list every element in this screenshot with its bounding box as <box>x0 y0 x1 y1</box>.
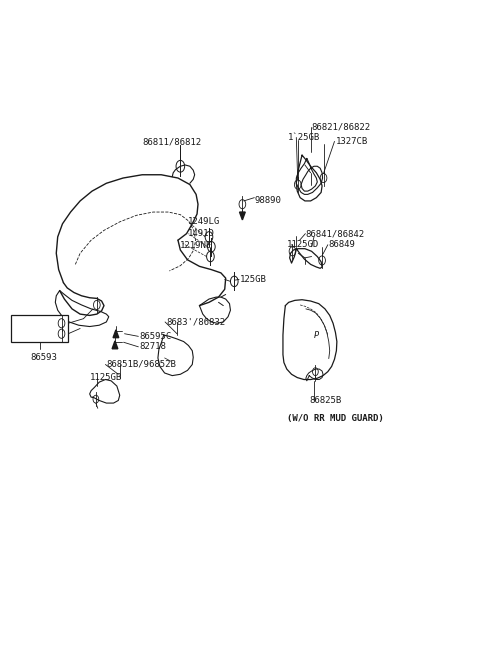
Text: 1491D: 1491D <box>188 229 215 238</box>
Text: 86849: 86849 <box>329 240 356 249</box>
Text: 1219NE: 1219NE <box>180 241 213 250</box>
Text: P: P <box>314 330 319 340</box>
FancyBboxPatch shape <box>11 315 68 342</box>
Text: 86594: 86594 <box>26 321 53 330</box>
Text: 86595C: 86595C <box>140 332 172 341</box>
Polygon shape <box>240 212 245 220</box>
Text: 86851B/96852B: 86851B/96852B <box>107 360 176 369</box>
Text: 82718: 82718 <box>140 342 167 351</box>
Text: (W/O RR MUD GUARD): (W/O RR MUD GUARD) <box>287 415 384 423</box>
Text: 86821/86822: 86821/86822 <box>312 122 371 131</box>
Text: 86811/86812: 86811/86812 <box>142 137 201 147</box>
Text: 86841/86842: 86841/86842 <box>305 229 364 238</box>
Text: 98890: 98890 <box>254 196 281 206</box>
Text: 125GB: 125GB <box>240 275 267 284</box>
Text: 1`25GB: 1`25GB <box>288 133 320 142</box>
Text: 86593: 86593 <box>30 353 57 363</box>
Text: 1125GD: 1125GD <box>287 240 319 249</box>
Text: 1327CB: 1327CB <box>336 137 368 146</box>
Text: 865958: 865958 <box>24 331 57 340</box>
Text: 86825B: 86825B <box>309 396 341 405</box>
Polygon shape <box>113 330 119 338</box>
Polygon shape <box>112 341 118 349</box>
Text: 8683'/86832: 8683'/86832 <box>166 317 225 327</box>
Text: 1249LG: 1249LG <box>188 217 220 227</box>
Text: 1125GB: 1125GB <box>90 373 122 382</box>
